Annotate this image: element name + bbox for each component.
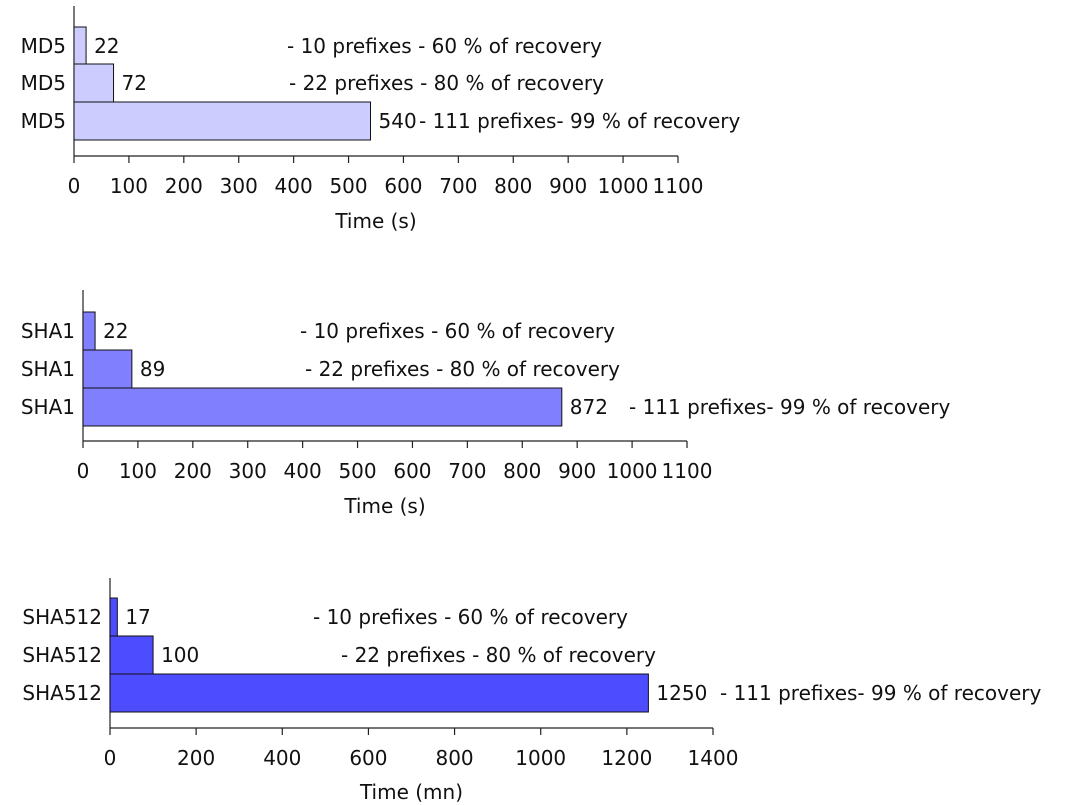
x-tick-label: 600: [393, 459, 431, 483]
x-axis-label: Time (s): [334, 209, 416, 233]
x-tick-label: 1000: [607, 459, 658, 483]
chart-panel-3: 0 200 400 600 800 1000 1200 1400 Time (mn) SHA512…: [22, 578, 1041, 804]
x-tick-label: 500: [338, 459, 376, 483]
value-label: 100: [161, 643, 199, 667]
x-tick-label: 200: [174, 459, 212, 483]
value-label: 89: [140, 357, 165, 381]
value-label: 17: [125, 605, 150, 629]
x-tick-label: 900: [549, 174, 587, 198]
x-tick-label: 1200: [601, 746, 652, 770]
x-axis-label: Time (mn): [359, 780, 463, 804]
bar: [73, 26, 87, 66]
annotation-label: - 22 prefixes - 80 % of recovery: [341, 643, 656, 667]
x-tick-label: 600: [349, 746, 387, 770]
x-tick-label: 1100: [662, 459, 713, 483]
x-tick-label: 800: [435, 746, 473, 770]
annotation-label: - 111 prefixes- 99 % of recovery: [419, 109, 740, 133]
x-tick-label: 700: [439, 174, 477, 198]
value-label: 872: [570, 395, 608, 419]
x-tick-label: 100: [110, 174, 148, 198]
category-label: SHA1: [21, 319, 75, 343]
value-label: 22: [94, 34, 119, 58]
x-axis-label: Time (s): [343, 494, 425, 518]
x-tick-label: 500: [329, 174, 367, 198]
x-tick-label: 1100: [653, 174, 704, 198]
category-label: SHA1: [21, 357, 75, 381]
x-tick-label: 0: [68, 174, 81, 198]
value-label: 1250: [656, 681, 707, 705]
annotation-label: - 22 prefixes - 80 % of recovery: [305, 357, 620, 381]
annotation-label: - 22 prefixes - 80 % of recovery: [289, 71, 604, 95]
x-tick-label: 200: [165, 174, 203, 198]
chart-panel-1: 0 100 200 300 400 500 600 700 800 900 1000 1100 Time…: [21, 6, 740, 233]
category-label: MD5: [21, 71, 66, 95]
x-tick-label: 1000: [515, 746, 566, 770]
annotation-label: - 111 prefixes- 99 % of recovery: [720, 681, 1041, 705]
category-label: MD5: [21, 109, 66, 133]
x-tick-label: 300: [229, 459, 267, 483]
annotation-label: - 111 prefixes- 99 % of recovery: [629, 395, 950, 419]
x-tick-label: 200: [177, 746, 215, 770]
x-tick-label: 300: [220, 174, 258, 198]
x-tick-label: 0: [104, 746, 117, 770]
x-tick-label: 900: [558, 459, 596, 483]
bar: [82, 311, 96, 351]
category-label: MD5: [21, 34, 66, 58]
bar: [109, 635, 154, 675]
value-label: 72: [122, 71, 147, 95]
x-tick-label: 100: [119, 459, 157, 483]
x-tick-label: 600: [384, 174, 422, 198]
category-label: SHA512: [22, 643, 102, 667]
x-tick-label: 700: [448, 459, 486, 483]
bar: [109, 597, 118, 637]
x-tick-label: 1400: [688, 746, 739, 770]
category-label: SHA512: [22, 681, 102, 705]
value-label: 22: [103, 319, 128, 343]
annotation-label: - 10 prefixes - 60 % of recovery: [300, 319, 615, 343]
annotation-label: - 10 prefixes - 60 % of recovery: [313, 605, 628, 629]
x-tick-label: 400: [284, 459, 322, 483]
value-label: 540: [379, 109, 417, 133]
bar: [82, 387, 563, 427]
x-tick-label: 1000: [598, 174, 649, 198]
bar: [73, 63, 115, 103]
x-tick-label: 0: [77, 459, 90, 483]
bar: [109, 673, 649, 713]
x-tick-label: 400: [275, 174, 313, 198]
x-tick-label: 800: [503, 459, 541, 483]
x-tick-label: 400: [263, 746, 301, 770]
category-label: SHA1: [21, 395, 75, 419]
annotation-label: - 10 prefixes - 60 % of recovery: [287, 34, 602, 58]
category-label: SHA512: [22, 605, 102, 629]
x-tick-label: 800: [494, 174, 532, 198]
chart-panel-2: 0 100 200 300 400 500 600 700 800 900 1000 1100 Time…: [21, 290, 950, 518]
bar: [82, 349, 133, 389]
bar: [73, 101, 372, 141]
